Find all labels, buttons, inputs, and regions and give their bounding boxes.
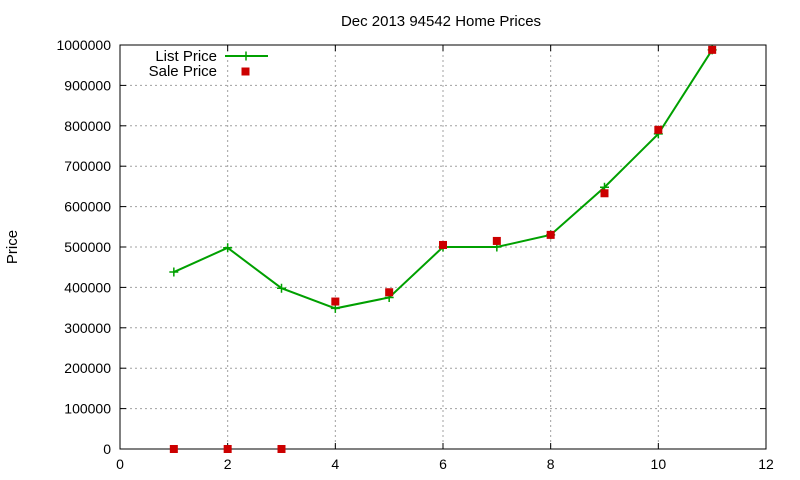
data-point (708, 45, 717, 54)
y-tick-label: 400000 (64, 279, 111, 295)
y-tick-label: 100000 (64, 401, 111, 417)
data-point (277, 445, 286, 453)
data-point (654, 125, 663, 134)
data-point (223, 243, 233, 253)
series-sale-price (169, 45, 717, 453)
y-tick-label: 200000 (64, 360, 111, 376)
data-point (331, 297, 340, 306)
series-line (173, 49, 714, 310)
y-tick-label: 300000 (64, 320, 111, 336)
x-tick-label: 8 (547, 456, 555, 472)
chart-title: Dec 2013 94542 Home Prices (341, 13, 541, 30)
y-tick-label: 600000 (64, 199, 111, 215)
x-tick-labels: 0 2 4 6 8 10 12 (116, 456, 774, 472)
data-point (492, 236, 501, 245)
y-tick-label: 0 (103, 441, 111, 457)
legend: List Price Sale Price (149, 48, 268, 80)
x-tick-label: 10 (651, 456, 667, 472)
series (169, 45, 717, 453)
legend-marker-list-price (241, 51, 251, 61)
axis-ticks (119, 44, 767, 450)
data-point (169, 267, 179, 277)
y-tick-label: 900000 (64, 77, 111, 93)
data-point (277, 283, 286, 293)
y-tick-label: 700000 (64, 158, 111, 174)
x-tick-label: 4 (331, 456, 339, 472)
data-point (439, 240, 447, 249)
y-axis-label: Price (4, 230, 21, 264)
y-tick-label: 800000 (64, 118, 111, 134)
data-point (223, 445, 232, 453)
data-point (169, 445, 178, 453)
legend-label-sale-price: Sale Price (149, 63, 217, 80)
data-point (546, 230, 555, 239)
x-tick-label: 2 (224, 456, 232, 472)
y-tick-labels: 0 100000 200000 300000 400000 500000 600000 700… (56, 37, 111, 457)
data-point (600, 189, 609, 198)
legend-label-list-price: List Price (155, 48, 217, 65)
data-point (385, 288, 394, 297)
x-tick-label: 6 (439, 456, 447, 472)
y-tick-label: 1000000 (56, 37, 111, 53)
y-tick-label: 500000 (64, 239, 111, 255)
x-tick-label: 12 (758, 456, 774, 472)
legend-marker-sale-price (241, 67, 250, 76)
x-tick-label: 0 (116, 456, 124, 472)
